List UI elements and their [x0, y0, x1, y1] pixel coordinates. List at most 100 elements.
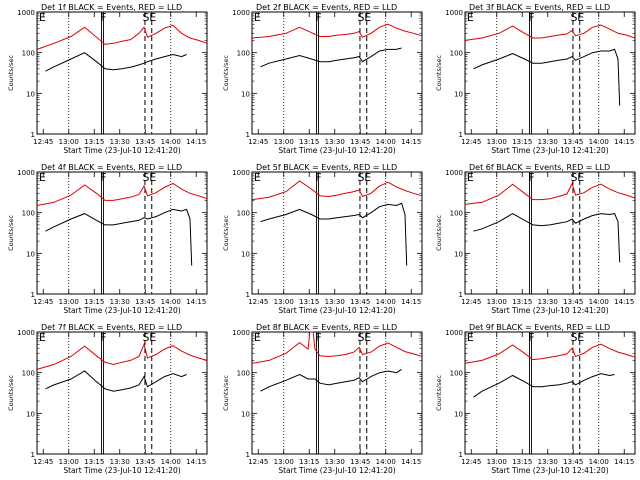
plot-frame	[251, 331, 423, 455]
plot-frame	[251, 171, 423, 295]
x-tick-label: 13:15	[512, 458, 532, 466]
marker-label: E	[577, 11, 584, 24]
y-tick-label: 10	[454, 410, 463, 418]
x-tick-label: 13:00	[59, 458, 79, 466]
plot-frame	[36, 171, 208, 295]
marker-label: E	[364, 331, 371, 344]
x-axis-label: Start Time (23-Jul-10 12:41:20)	[278, 146, 395, 155]
x-tick-label: 14:00	[161, 138, 181, 146]
x-tick-label: 14:00	[589, 138, 609, 146]
y-tick-label: 100	[22, 210, 35, 218]
x-tick-label: 13:00	[487, 298, 507, 306]
x-tick-label: 14:00	[376, 298, 396, 306]
y-axis-label: Counts/sec	[435, 375, 443, 411]
y-tick-label: 10	[241, 250, 250, 258]
y-tick-label: 10	[26, 250, 35, 258]
x-tick-label: 13:15	[299, 138, 319, 146]
x-tick-label: 13:30	[110, 138, 130, 146]
x-axis-label: Start Time (23-Jul-10 12:41:20)	[63, 466, 180, 475]
y-tick-label: 1000	[445, 329, 463, 337]
lld-series-line	[36, 182, 208, 206]
x-tick-label: 14:15	[401, 138, 421, 146]
x-tick-label: 13:45	[135, 138, 155, 146]
x-tick-label: 13:30	[110, 298, 130, 306]
plot-frame	[251, 11, 423, 135]
y-tick-label: 10	[241, 410, 250, 418]
x-tick-label: 13:00	[487, 458, 507, 466]
events-series-line	[473, 213, 621, 263]
x-tick-label: 12:45	[33, 458, 53, 466]
y-tick-label: 10	[26, 90, 35, 98]
panel-4: Det 4f BLACK = Events, RED = LLD 1 10 100 10…	[7, 163, 208, 315]
y-tick-label: 100	[22, 50, 35, 58]
panel-3: Det 3f BLACK = Events, RED = LLD 1 10 100 10…	[435, 3, 636, 155]
events-series-line	[260, 202, 408, 266]
y-tick-label: 1	[459, 451, 463, 459]
x-tick-label: 13:45	[350, 138, 370, 146]
x-tick-label: 13:30	[325, 458, 345, 466]
x-tick-label: 13:15	[299, 298, 319, 306]
marker-label: S	[142, 171, 149, 184]
x-tick-label: 13:15	[512, 298, 532, 306]
panel-2: Det 2f BLACK = Events, RED = LLD 1 10 100 10…	[222, 3, 423, 155]
x-axis-label: Start Time (23-Jul-10 12:41:20)	[278, 466, 395, 475]
x-tick-label: 13:45	[563, 458, 583, 466]
y-tick-label: 100	[237, 370, 250, 378]
plot-frame	[464, 11, 636, 135]
y-tick-label: 1000	[232, 169, 250, 177]
x-tick-label: 14:15	[186, 298, 206, 306]
x-tick-label: 13:00	[274, 458, 294, 466]
panel-title: Det 4f BLACK = Events, RED = LLD	[41, 163, 182, 172]
y-tick-label: 100	[237, 210, 250, 218]
events-series-line	[473, 373, 615, 398]
x-tick-label: 13:45	[135, 458, 155, 466]
marker-label: E	[149, 331, 156, 344]
panel-9: Det 9f BLACK = Events, RED = LLD 1 10 100 10…	[435, 323, 636, 475]
y-tick-label: 1	[246, 451, 250, 459]
x-axis-label: Start Time (23-Jul-10 12:41:20)	[491, 306, 608, 315]
panel-6: Det 6f BLACK = Events, RED = LLD 1 10 100 10…	[435, 163, 636, 315]
x-tick-label: 14:15	[614, 458, 634, 466]
y-tick-label: 1000	[445, 9, 463, 17]
y-axis-label: Counts/sec	[7, 215, 15, 251]
marker-label: F	[100, 11, 106, 24]
y-axis-label: Counts/sec	[222, 55, 230, 91]
x-tick-label: 13:45	[350, 458, 370, 466]
plot-frame	[36, 11, 208, 135]
marker-label: E	[149, 11, 156, 24]
marker-label: F	[100, 331, 106, 344]
marker-label: E	[577, 331, 584, 344]
marker-label: E	[39, 11, 46, 24]
x-tick-label: 12:45	[461, 138, 481, 146]
events-series-line	[473, 48, 621, 106]
panel-title: Det 2f BLACK = Events, RED = LLD	[256, 3, 397, 12]
panel-5: Det 5f BLACK = Events, RED = LLD 1 10 100 10…	[222, 163, 423, 315]
x-tick-label: 12:45	[248, 298, 268, 306]
panel-title: Det 3f BLACK = Events, RED = LLD	[469, 3, 610, 12]
y-tick-label: 10	[454, 250, 463, 258]
marker-label: F	[315, 171, 321, 184]
x-tick-label: 12:45	[461, 458, 481, 466]
marker-label: E	[467, 171, 474, 184]
x-tick-label: 14:00	[589, 298, 609, 306]
x-tick-label: 13:30	[110, 458, 130, 466]
x-tick-label: 14:15	[186, 458, 206, 466]
y-tick-label: 1	[246, 291, 250, 299]
x-tick-label: 13:00	[487, 138, 507, 146]
x-tick-label: 12:45	[33, 298, 53, 306]
x-tick-label: 14:15	[614, 138, 634, 146]
x-tick-label: 14:00	[376, 458, 396, 466]
x-tick-label: 12:45	[461, 298, 481, 306]
x-tick-label: 14:00	[589, 458, 609, 466]
y-tick-label: 1	[459, 291, 463, 299]
panel-title: Det 8f BLACK = Events, RED = LLD	[256, 323, 397, 332]
x-tick-label: 13:00	[59, 138, 79, 146]
x-axis-label: Start Time (23-Jul-10 12:41:20)	[491, 466, 608, 475]
marker-label: E	[254, 171, 261, 184]
x-tick-label: 13:15	[84, 138, 104, 146]
lld-series-line	[36, 342, 208, 370]
x-tick-label: 13:30	[325, 138, 345, 146]
x-axis-label: Start Time (23-Jul-10 12:41:20)	[491, 146, 608, 155]
panel-8: Det 8f BLACK = Events, RED = LLD 1 10 100 10…	[222, 323, 423, 475]
